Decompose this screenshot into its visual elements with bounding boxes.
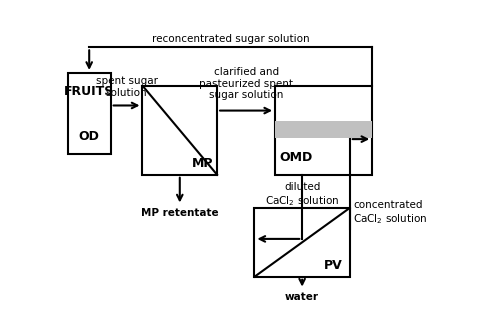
Text: concentrated
CaCl$_2$ solution: concentrated CaCl$_2$ solution [353,200,428,226]
Bar [67,73,111,154]
Text: reconcentrated sugar solution: reconcentrated sugar solution [152,33,309,44]
Text: MP retentate: MP retentate [141,208,219,218]
Text: clarified and
pasteurized spent
sugar solution: clarified and pasteurized spent sugar so… [199,67,293,100]
Bar [143,86,217,175]
Text: MP: MP [191,157,213,170]
Text: diluted
CaCl$_2$ solution: diluted CaCl$_2$ solution [265,182,339,208]
Text: FRUITS: FRUITS [64,85,114,98]
Text: PV: PV [324,259,343,272]
Bar [254,208,350,277]
Text: OMD: OMD [280,151,313,164]
Text: spent sugar
solution: spent sugar solution [95,76,158,98]
Text: OD: OD [79,130,100,143]
Text: water: water [285,292,319,302]
Bar [275,86,372,175]
Bar [275,121,372,138]
